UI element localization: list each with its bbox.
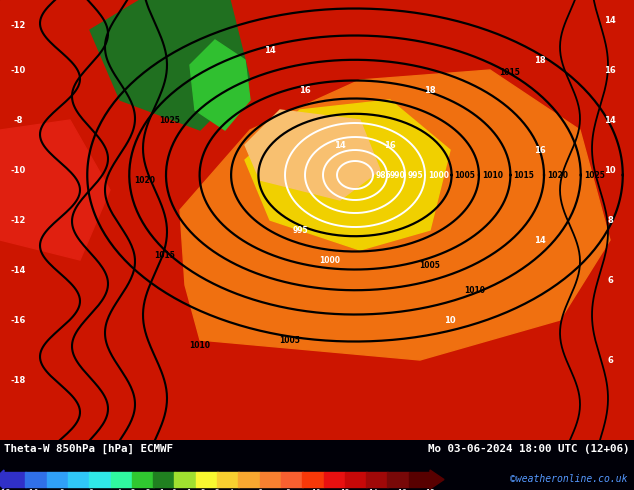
Text: 16: 16 — [534, 146, 546, 154]
Polygon shape — [90, 0, 250, 130]
Text: 1025: 1025 — [160, 116, 181, 124]
Text: 1: 1 — [186, 489, 191, 490]
Text: -10: -10 — [10, 166, 25, 174]
Polygon shape — [180, 70, 610, 360]
Text: 6: 6 — [607, 356, 613, 365]
Text: 1020: 1020 — [134, 175, 155, 185]
Bar — [238, 472, 260, 487]
Bar — [4, 472, 26, 487]
Bar — [323, 472, 346, 487]
Bar — [153, 472, 175, 487]
Bar — [345, 472, 366, 487]
Text: Theta-W 850hPa [hPa] ECMWF: Theta-W 850hPa [hPa] ECMWF — [4, 444, 173, 454]
Text: 10: 10 — [604, 166, 616, 174]
Polygon shape — [0, 120, 110, 260]
Text: -10: -10 — [10, 66, 25, 74]
Bar — [47, 472, 68, 487]
Text: 16: 16 — [299, 85, 311, 95]
Text: 18: 18 — [534, 55, 546, 65]
Text: 12: 12 — [340, 489, 350, 490]
Text: 18: 18 — [425, 489, 435, 490]
Text: -12: -12 — [0, 489, 11, 490]
Text: 1000: 1000 — [428, 171, 449, 179]
Text: 995: 995 — [408, 171, 424, 179]
Text: 10: 10 — [444, 316, 456, 324]
Text: 1015: 1015 — [514, 171, 534, 179]
Text: 10: 10 — [311, 489, 321, 490]
Text: 18: 18 — [424, 85, 436, 95]
Text: -10: -10 — [25, 489, 40, 490]
Bar — [259, 472, 281, 487]
Polygon shape — [0, 470, 4, 489]
Text: 14: 14 — [334, 141, 346, 149]
Text: 1005: 1005 — [455, 171, 476, 179]
Text: -3: -3 — [127, 489, 137, 490]
Text: 1010: 1010 — [190, 341, 210, 349]
Text: 8: 8 — [607, 216, 613, 224]
Text: ©weatheronline.co.uk: ©weatheronline.co.uk — [510, 474, 628, 484]
Text: -8: -8 — [56, 489, 66, 490]
Text: 1020: 1020 — [547, 171, 568, 179]
Text: 985: 985 — [376, 171, 392, 179]
Text: 1005: 1005 — [280, 336, 301, 344]
Text: 14: 14 — [604, 116, 616, 124]
Text: 1005: 1005 — [420, 261, 441, 270]
Bar — [217, 472, 239, 487]
Text: 6: 6 — [257, 489, 262, 490]
Text: 16: 16 — [397, 489, 406, 490]
Text: 1025: 1025 — [584, 171, 605, 179]
Bar — [110, 472, 133, 487]
Text: -14: -14 — [10, 266, 26, 274]
Text: Mo 03-06-2024 18:00 UTC (12+06): Mo 03-06-2024 18:00 UTC (12+06) — [429, 444, 630, 454]
Polygon shape — [430, 470, 444, 489]
Bar — [68, 472, 89, 487]
Text: -6: -6 — [84, 489, 94, 490]
Bar — [89, 472, 111, 487]
Text: 14: 14 — [264, 46, 276, 54]
Polygon shape — [245, 110, 380, 200]
Text: 1015: 1015 — [155, 250, 176, 260]
Text: -1: -1 — [155, 489, 165, 490]
Text: 1010: 1010 — [465, 286, 486, 294]
Text: 16: 16 — [604, 66, 616, 74]
Text: -2: -2 — [141, 489, 151, 490]
Text: -12: -12 — [10, 21, 26, 29]
Bar — [174, 472, 196, 487]
Text: 0: 0 — [172, 489, 177, 490]
Bar — [387, 472, 409, 487]
Text: 3: 3 — [214, 489, 219, 490]
Bar — [409, 472, 430, 487]
Text: 6: 6 — [607, 275, 613, 285]
Text: 1000: 1000 — [320, 255, 340, 265]
Text: 2: 2 — [200, 489, 205, 490]
Text: 8: 8 — [285, 489, 290, 490]
Polygon shape — [245, 100, 450, 250]
Text: -18: -18 — [10, 375, 25, 385]
Bar — [366, 472, 388, 487]
Text: 14: 14 — [534, 236, 546, 245]
Text: 14: 14 — [604, 16, 616, 24]
Text: -4: -4 — [113, 489, 122, 490]
Bar — [281, 472, 302, 487]
Text: -12: -12 — [10, 216, 26, 224]
Text: -8: -8 — [13, 116, 23, 124]
Bar — [196, 472, 217, 487]
Text: 990: 990 — [390, 171, 406, 179]
Text: 1015: 1015 — [500, 68, 521, 76]
Bar — [25, 472, 47, 487]
Text: 14: 14 — [368, 489, 378, 490]
Text: 16: 16 — [384, 141, 396, 149]
Bar — [302, 472, 324, 487]
Text: 995: 995 — [292, 225, 308, 235]
Polygon shape — [190, 40, 250, 130]
Text: 4: 4 — [229, 489, 234, 490]
Bar — [132, 472, 153, 487]
Text: -16: -16 — [10, 316, 26, 324]
Text: 1010: 1010 — [482, 171, 503, 179]
